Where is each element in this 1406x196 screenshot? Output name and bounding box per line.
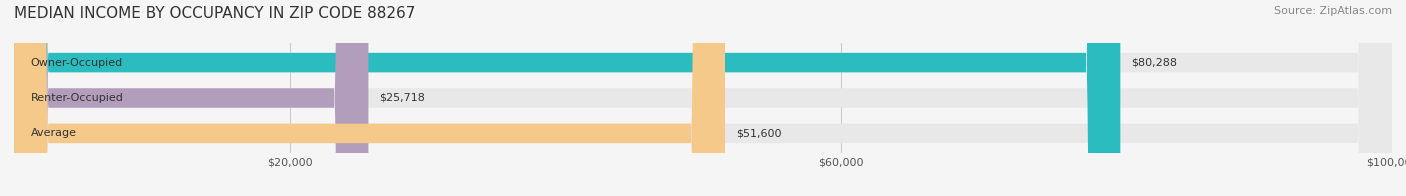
FancyBboxPatch shape	[14, 0, 1392, 196]
FancyBboxPatch shape	[14, 0, 1392, 196]
FancyBboxPatch shape	[14, 0, 1392, 196]
Text: $80,288: $80,288	[1132, 58, 1177, 68]
Text: Renter-Occupied: Renter-Occupied	[31, 93, 124, 103]
Text: MEDIAN INCOME BY OCCUPANCY IN ZIP CODE 88267: MEDIAN INCOME BY OCCUPANCY IN ZIP CODE 8…	[14, 6, 415, 21]
Text: Owner-Occupied: Owner-Occupied	[31, 58, 122, 68]
FancyBboxPatch shape	[14, 0, 368, 196]
FancyBboxPatch shape	[14, 0, 1121, 196]
FancyBboxPatch shape	[14, 0, 725, 196]
Text: $25,718: $25,718	[380, 93, 426, 103]
Text: $51,600: $51,600	[737, 128, 782, 138]
Text: Average: Average	[31, 128, 76, 138]
Text: Source: ZipAtlas.com: Source: ZipAtlas.com	[1274, 6, 1392, 16]
